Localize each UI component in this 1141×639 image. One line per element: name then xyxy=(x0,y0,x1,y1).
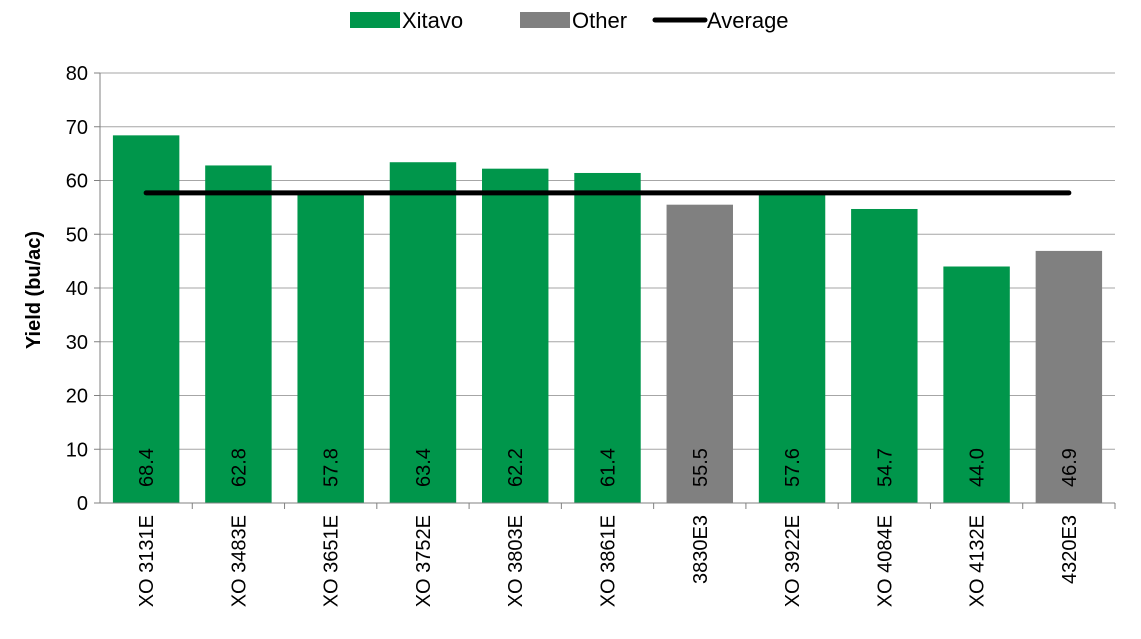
x-tick-label: 3830E3 xyxy=(690,515,712,584)
x-tick-label: XO 3483E xyxy=(228,515,250,607)
bar xyxy=(482,168,549,504)
data-label: 55.5 xyxy=(690,448,712,487)
legend-item-other: Other xyxy=(520,8,627,33)
x-tick-label: XO 4084E xyxy=(874,515,896,607)
data-label: 46.9 xyxy=(1059,448,1081,487)
y-tick-label: 30 xyxy=(66,332,88,354)
y-axis-label: Yield (bu/ac) xyxy=(23,231,45,349)
y-tick-label: 40 xyxy=(66,278,88,300)
legend-swatch xyxy=(520,12,570,28)
x-tick-label: XO 3861E xyxy=(598,515,620,607)
y-tick-label: 50 xyxy=(66,224,88,246)
y-tick-label: 70 xyxy=(66,117,88,139)
data-label: 63.4 xyxy=(413,448,435,487)
x-tick-label: XO 4132E xyxy=(967,515,989,607)
bar xyxy=(112,135,180,503)
legend-swatch xyxy=(350,12,400,28)
legend: Xitavo Other Average xyxy=(350,8,789,33)
y-tick-label: 0 xyxy=(77,493,88,515)
x-tick-label: XO 3922E xyxy=(782,515,804,607)
bars: 68.4 62.8 57.8 63.4 62.2 61.4 55.5 57.6 54.7 44.0… xyxy=(112,135,1103,504)
legend-item-average: Average xyxy=(652,8,789,33)
data-label: 68.4 xyxy=(136,448,158,487)
x-tick-label: XO 3131E xyxy=(136,515,158,607)
data-label: 57.8 xyxy=(321,448,343,487)
bar xyxy=(574,172,641,503)
y-axis-ticks: 0 10 20 30 40 50 60 70 80 xyxy=(66,63,100,515)
legend-item-xitavo: Xitavo xyxy=(350,8,463,33)
x-tick-label: XO 3651E xyxy=(321,515,343,607)
x-axis-ticks: XO 3131E XO 3483E XO 3651E XO 3752E XO 3803E… xyxy=(136,503,1116,607)
x-tick-label: XO 3752E xyxy=(413,515,435,607)
data-label: 61.4 xyxy=(598,448,620,487)
data-label: 44.0 xyxy=(967,448,989,487)
data-label: 62.8 xyxy=(228,448,250,487)
y-tick-label: 10 xyxy=(66,439,88,461)
x-tick-label: 4320E3 xyxy=(1059,515,1081,584)
bar xyxy=(205,165,272,503)
y-tick-label: 80 xyxy=(66,63,88,85)
legend-label: Average xyxy=(707,8,789,33)
bar xyxy=(666,204,733,503)
y-tick-label: 20 xyxy=(66,386,88,408)
data-label: 54.7 xyxy=(874,448,896,487)
legend-label: Xitavo xyxy=(402,8,463,33)
bar xyxy=(943,266,1010,503)
bar xyxy=(389,162,457,503)
bar xyxy=(851,208,918,504)
data-label: 57.6 xyxy=(782,448,804,487)
bar xyxy=(1035,250,1103,503)
bar xyxy=(758,193,826,503)
x-tick-label: XO 3803E xyxy=(505,515,527,607)
legend-label: Other xyxy=(572,8,627,33)
bar xyxy=(297,192,364,503)
y-tick-label: 60 xyxy=(66,171,88,193)
data-label: 62.2 xyxy=(505,448,527,487)
